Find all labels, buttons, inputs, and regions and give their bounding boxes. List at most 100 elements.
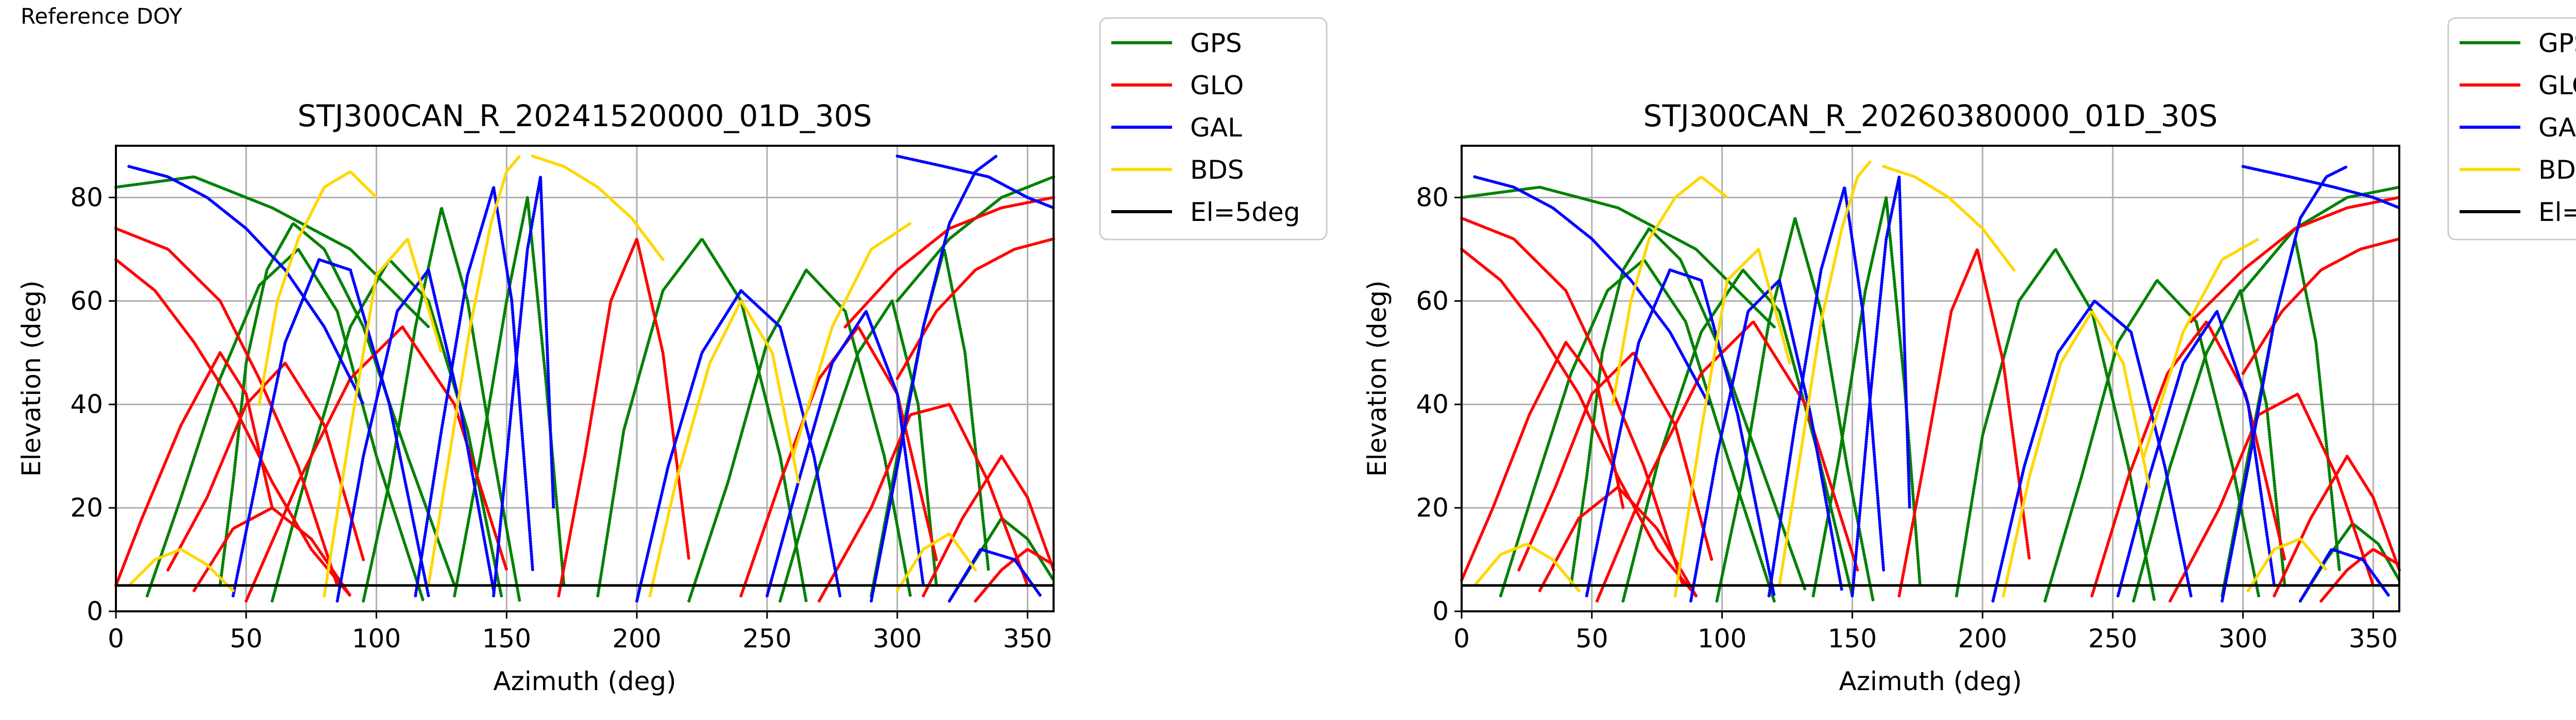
satellite-pass [1538,485,1698,597]
series-group [114,155,1055,603]
satellite-pass [114,258,352,597]
satellite-pass [231,258,430,597]
legend-label: GAL [2538,113,2576,143]
satellite-pass [1715,216,1875,603]
x-tick-label: 200 [612,624,661,654]
satellite-pass [1897,247,2031,597]
satellite-pass [244,325,509,603]
chart-left: STJ300CAN_R_20241520000_01D_30S 0 50 100 15… [16,17,1328,696]
y-tick-label: 20 [1416,493,1449,523]
x-tick-label: 100 [1698,624,1747,654]
legend-label: GPS [1190,28,1242,58]
y-axis-label: Elevation (deg) [1362,280,1392,476]
satellite-pass [687,268,912,603]
legend-label: BDS [2538,155,2576,185]
x-tick-label: 300 [873,624,922,654]
x-tick-label: 250 [2088,624,2137,654]
satellite-pass [648,299,800,597]
x-tick-label: 50 [230,624,263,654]
satellite-pass [270,258,503,603]
satellite-pass [843,196,1055,329]
chart-right: STJ300CAN_R_20260380000_01D_30S 0 50 100 15… [1362,17,2576,696]
satellite-pass [1689,279,1844,603]
satellite-pass [2241,185,2401,293]
legend-label: GAL [1190,113,1242,143]
satellite-pass [2246,537,2328,592]
legend-label: GLO [1190,71,1244,100]
satellite-pass [335,268,496,603]
plot-frame [1461,145,2400,612]
plot-frame [115,145,1055,612]
satellite-pass [2142,237,2260,458]
chart-title: STJ300CAN_R_20260380000_01D_30S [1643,98,2218,133]
series-group [1460,160,2401,603]
satellite-pass [1991,299,2193,603]
x-tick-label: 50 [1575,624,1608,654]
y-axis-ticks: 0 20 40 60 80 [1416,182,1462,626]
reference-doy-label: Reference DOY [21,4,182,29]
satellite-pass [1851,175,1911,597]
satellite-pass [1811,196,1922,597]
satellite-pass [531,155,665,261]
legend: GPS GLO GAL BDS El=5deg [2447,17,2576,241]
satellite-pass [557,237,691,597]
series-bds [1473,160,2328,597]
satellite-pass [2273,454,2401,597]
satellite-pass [895,155,1055,210]
satellite-pass [778,299,938,603]
series-gal [127,155,1055,603]
satellite-pass [1767,185,1885,597]
x-axis-label: Azimuth (deg) [493,666,676,696]
satellite-pass [947,517,1055,603]
satellite-pass [114,175,430,329]
satellite-pass [127,547,235,592]
satellite-pass [1460,340,1625,582]
satellite-pass [765,310,925,597]
x-tick-label: 0 [108,624,124,654]
satellite-pass [947,547,1042,603]
x-axis-ticks: 0 50 100 150 200 250 300 350 [108,611,1052,654]
satellite-pass [414,185,534,597]
y-tick-label: 0 [87,596,103,626]
satellite-pass [1460,216,1685,587]
x-tick-label: 150 [1828,624,1877,654]
satellite-pass [1569,227,1807,592]
x-tick-label: 100 [352,624,401,654]
satellite-pass [492,175,555,597]
satellite-pass [2002,310,2151,597]
satellite-pass [1499,258,1776,603]
x-tick-label: 350 [2349,624,2398,654]
satellite-pass [114,351,274,587]
satellite-pass [1673,247,1791,597]
series-gal [1473,165,2401,603]
satellite-pass [1955,247,2156,603]
x-tick-label: 0 [1453,624,1470,654]
legend-box [1099,17,1328,241]
satellite-pass [127,165,365,406]
x-axis-ticks: 0 50 100 150 200 250 300 350 [1453,611,2398,654]
y-tick-label: 60 [1416,286,1449,316]
satellite-pass [1473,542,1581,592]
satellite-pass [1611,175,1729,406]
chart-title: STJ300CAN_R_20241520000_01D_30S [298,98,872,133]
satellite-pass [218,221,456,587]
satellite-pass [1517,351,1714,572]
legend-label: GLO [2538,71,2576,100]
satellite-pass [2116,310,2276,597]
y-tick-label: 0 [1432,596,1449,626]
satellite-pass [895,237,1055,380]
satellite-pass [922,454,1055,597]
satellite-pass [1585,268,1776,597]
satellite-pass [258,170,378,406]
satellite-pass [818,403,1029,603]
satellite-pass [192,506,352,597]
y-axis-label: Elevation (deg) [16,280,46,476]
satellite-pass [362,206,521,603]
legend: GPS GLO GAL BDS El=5deg [1099,17,1328,241]
satellite-pass [427,155,521,587]
satellite-pass [2189,196,2401,323]
legend-label: GPS [2538,28,2576,58]
x-tick-label: 250 [742,624,791,654]
y-tick-label: 60 [70,286,103,316]
